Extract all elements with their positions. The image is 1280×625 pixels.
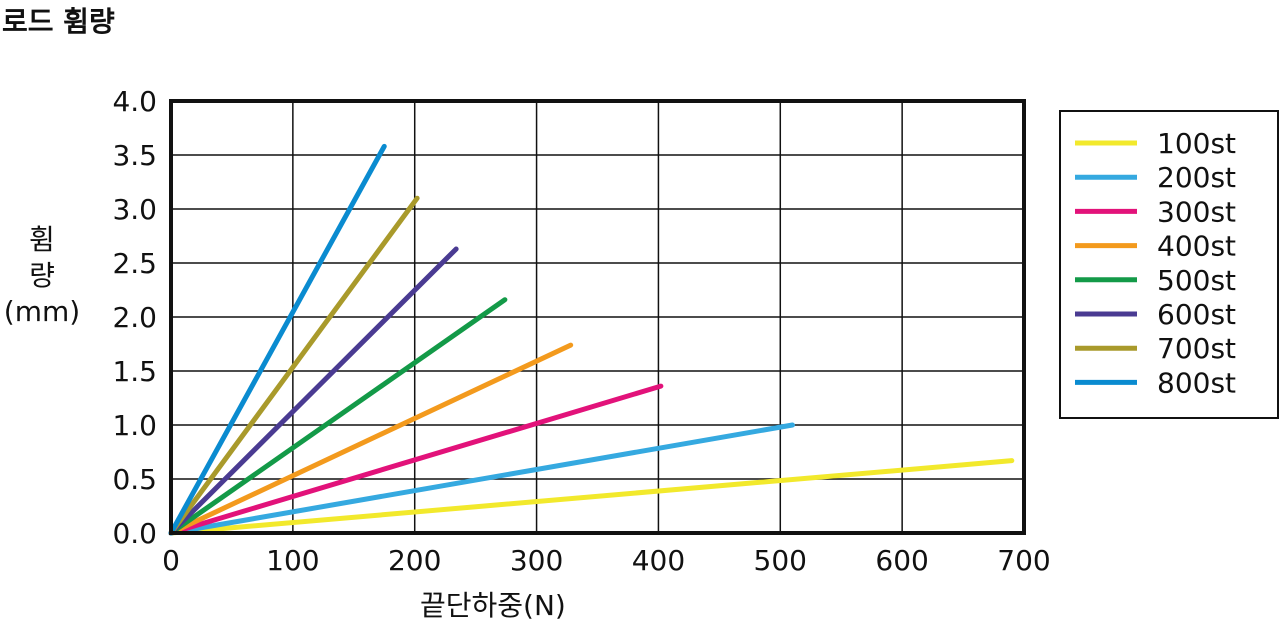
y-tick-label: 2.5 <box>112 247 157 280</box>
chart-title: 로드 휨량 <box>2 5 115 38</box>
y-tick-label: 3.5 <box>112 139 157 172</box>
y-axis-label-line3: (mm) <box>3 295 81 328</box>
legend-box <box>1059 110 1279 419</box>
y-tick-label: 1.5 <box>112 355 157 388</box>
x-ticks: 0 100 200 300 400 500 600 700 <box>162 544 1051 577</box>
legend-label-200st: 200st <box>1157 161 1236 194</box>
legend-label-700st: 700st <box>1157 332 1236 365</box>
y-ticks: 0.0 0.5 1.0 1.5 2.0 2.5 3.0 3.5 4.0 <box>112 85 157 550</box>
x-tick-label: 700 <box>997 544 1050 577</box>
series-line-400st <box>168 342 574 536</box>
series-line-600st <box>168 246 459 536</box>
x-tick-label: 0 <box>162 544 180 577</box>
y-tick-label: 3.0 <box>112 193 157 226</box>
y-tick-label: 4.0 <box>112 85 157 118</box>
x-tick-label: 300 <box>510 544 563 577</box>
series-line-500st <box>168 297 508 536</box>
series-line-700st <box>168 195 420 536</box>
legend-label-800st: 800st <box>1157 366 1236 399</box>
legend-label-400st: 400st <box>1157 230 1236 263</box>
series-line-100st <box>168 458 1015 536</box>
y-axis-label: 휨 량 (mm) <box>0 222 84 330</box>
x-tick-label: 100 <box>266 544 319 577</box>
x-tick-label: 200 <box>388 544 441 577</box>
x-tick-label: 500 <box>754 544 807 577</box>
series-line-300st <box>168 383 664 536</box>
y-tick-label: 2.0 <box>112 301 157 334</box>
y-tick-label: 1.0 <box>112 409 157 442</box>
legend-label-100st: 100st <box>1157 127 1236 160</box>
series-line-200st <box>168 422 795 536</box>
x-axis-label: 끝단하중(N) <box>420 589 566 622</box>
y-tick-label: 0.5 <box>112 463 157 496</box>
y-axis-label-line1: 휨 <box>29 223 55 256</box>
x-tick-label: 600 <box>875 544 928 577</box>
series-line-800st <box>168 143 387 536</box>
x-tick-label: 400 <box>632 544 685 577</box>
plot-frame <box>169 99 1026 535</box>
legend-label-500st: 500st <box>1157 264 1236 297</box>
series-lines <box>168 143 1015 536</box>
y-axis-label-line2: 량 <box>29 259 55 292</box>
y-tick-label: 0.0 <box>112 517 157 550</box>
legend-label-300st: 300st <box>1157 195 1236 228</box>
legend-label-600st: 600st <box>1157 298 1236 331</box>
